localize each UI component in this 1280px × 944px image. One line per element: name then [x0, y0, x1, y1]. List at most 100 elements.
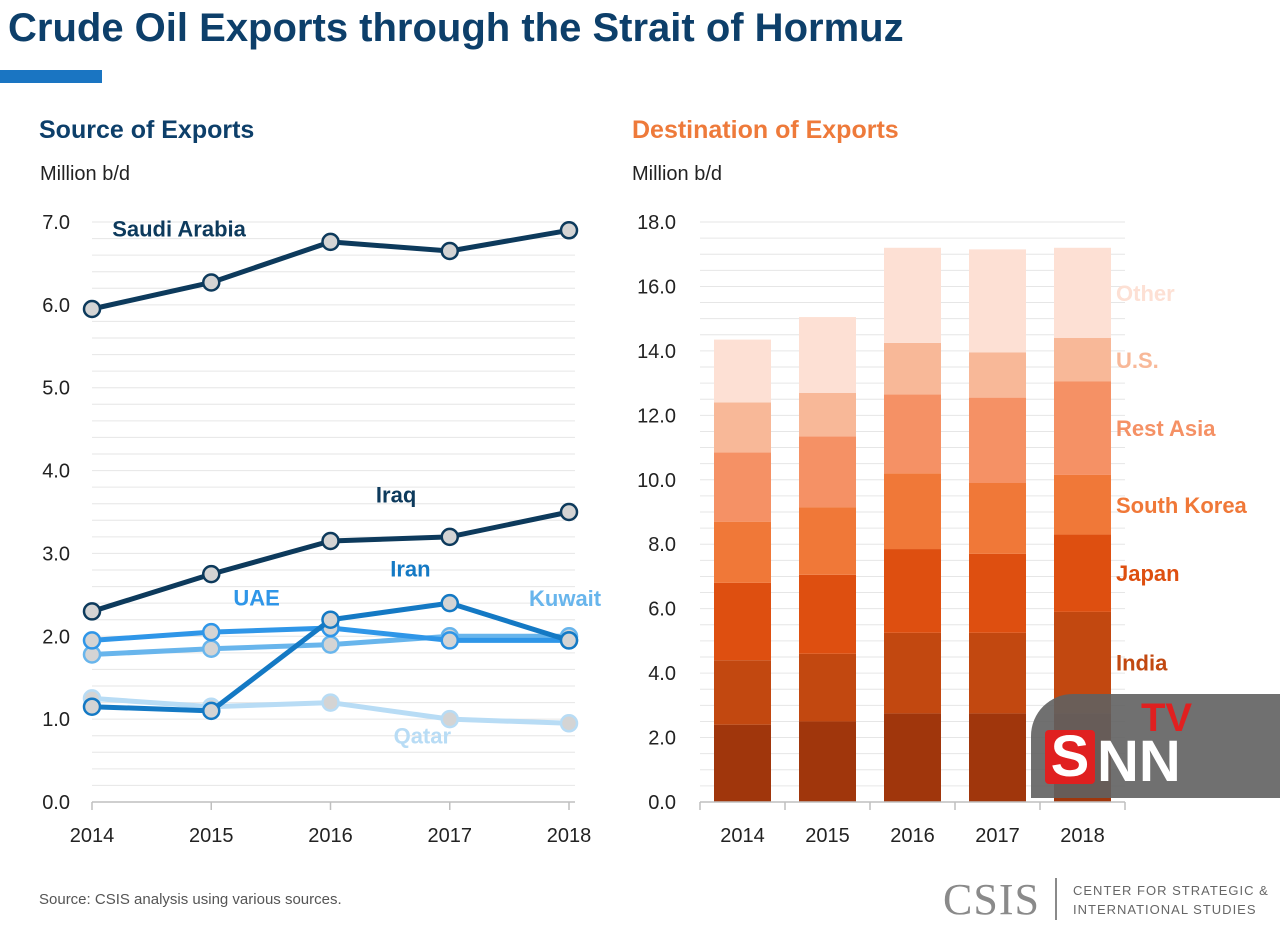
bar-segment-india [799, 653, 856, 722]
data-point-qatar [321, 693, 340, 712]
bar-segment-rest-asia [799, 436, 856, 508]
bar-segment-other [714, 339, 771, 403]
bar-segment-china [714, 724, 771, 802]
x-tick-label: 2018 [547, 825, 592, 847]
data-point-saudi-arabia [82, 299, 102, 319]
source-line-chart: 0.0 1.0 2.0 3.0 4.0 5.0 6.0 7.0 2014 2015 2016 2017… [42, 212, 602, 847]
bar-segment-india [884, 632, 941, 714]
bar-segment-rest-asia [884, 394, 941, 474]
y-tick-label: 1.0 [42, 709, 70, 731]
y-tick-label: 16.0 [637, 276, 676, 298]
bar-segment-other [1054, 247, 1111, 338]
data-point-iraq [202, 564, 221, 584]
y-tick-label: 7.0 [42, 212, 70, 234]
x-tick-label: 2018 [1060, 825, 1105, 847]
logo-line-1: CENTER FOR STRATEGIC & [1073, 883, 1269, 898]
watermark-tv: TV [1141, 696, 1193, 740]
bar-segment-rest-asia [714, 452, 771, 522]
series-label-uae: UAE [233, 586, 279, 611]
y-tick-label: 4.0 [42, 461, 70, 483]
x-tick-label: 2017 [975, 825, 1020, 847]
bar-segment-other [969, 249, 1026, 353]
data-point-iran [440, 593, 459, 613]
watermark-s: S [1045, 728, 1095, 786]
bar-segment-japan [1054, 534, 1111, 612]
segment-label-other: Other [1116, 281, 1175, 306]
source-note: Source: CSIS analysis using various sour… [39, 891, 342, 908]
data-point-iran [202, 701, 221, 721]
data-point-qatar [440, 709, 459, 729]
data-point-saudi-arabia [321, 232, 340, 252]
data-point-iraq [440, 527, 459, 547]
data-point-iran [82, 697, 102, 716]
x-tick-label: 2017 [428, 825, 473, 847]
segment-label-india: India [1116, 651, 1168, 676]
logo-line-2: INTERNATIONAL STUDIES [1073, 902, 1257, 917]
y-tick-label: 8.0 [648, 534, 676, 556]
destination-chart-title: Destination of Exports [632, 116, 899, 144]
data-point-uae [440, 631, 459, 650]
y-tick-label: 3.0 [42, 543, 70, 565]
bar-segment-india [969, 632, 1026, 714]
y-tick-label: 4.0 [648, 663, 676, 685]
data-point-saudi-arabia [559, 221, 579, 240]
bar-segment-rest-asia [1054, 381, 1111, 475]
data-point-qatar [559, 714, 579, 733]
bar-segment-south-korea [714, 521, 771, 583]
y-tick-label: 12.0 [637, 405, 676, 427]
bar-segment-japan [714, 582, 771, 661]
bar-segment-china [884, 713, 941, 802]
data-point-iran [559, 631, 579, 650]
bar-segment-japan [969, 553, 1026, 633]
y-tick-label: 5.0 [42, 378, 70, 400]
bar-segment-japan [884, 549, 941, 633]
series-label-iran: Iran [390, 557, 430, 582]
x-tick-label: 2015 [805, 825, 850, 847]
y-tick-label: 0.0 [648, 792, 676, 814]
segment-label-japan: Japan [1116, 561, 1180, 586]
data-point-saudi-arabia [440, 241, 459, 261]
data-point-uae [82, 631, 102, 650]
data-point-iraq [321, 531, 340, 551]
source-chart-unit: Million b/d [40, 163, 131, 185]
x-tick-label: 2014 [720, 825, 765, 847]
series-label-qatar: Qatar [394, 724, 452, 749]
x-tick-label: 2015 [189, 825, 234, 847]
bar-segment-south-korea [969, 483, 1026, 554]
x-tick-label: 2014 [70, 825, 115, 847]
bar-segment-japan [799, 574, 856, 654]
bar-segment-u-s [714, 402, 771, 453]
data-point-iran [321, 610, 340, 629]
data-point-uae [202, 622, 221, 642]
segment-label-south-korea: South Korea [1116, 493, 1248, 518]
y-tick-label: 0.0 [42, 792, 70, 814]
page-title: Crude Oil Exports through the Strait of … [8, 6, 904, 50]
bar-segment-rest-asia [969, 397, 1026, 483]
y-tick-label: 6.0 [42, 295, 70, 317]
x-tick-label: 2016 [890, 825, 935, 847]
bar-segment-u-s [884, 342, 941, 395]
series-label-kuwait: Kuwait [529, 586, 602, 611]
y-tick-label: 10.0 [637, 470, 676, 492]
bar-segment-u-s [799, 392, 856, 437]
bar-segment-u-s [1054, 338, 1111, 382]
logo-wordmark: CSIS [943, 875, 1040, 924]
bar-segment-india [714, 660, 771, 725]
bar-segment-south-korea [884, 473, 941, 550]
csis-logo: CSIS CENTER FOR STRATEGIC & INTERNATIONA… [943, 872, 1273, 928]
snn-tv-watermark: TV S NN [1031, 694, 1280, 798]
bar-segment-other [884, 247, 941, 343]
source-chart-title: Source of Exports [39, 116, 255, 144]
series-label-iraq: Iraq [376, 482, 416, 507]
logo-divider [1055, 878, 1057, 920]
y-tick-label: 14.0 [637, 341, 676, 363]
segment-label-u-s: U.S. [1116, 348, 1159, 373]
y-tick-label: 2.0 [42, 626, 70, 648]
title-accent-bar [0, 70, 102, 83]
y-tick-label: 18.0 [637, 212, 676, 234]
series-label-saudi-arabia: Saudi Arabia [112, 216, 246, 241]
bar-segment-china [969, 713, 1026, 802]
data-point-iraq [82, 602, 102, 621]
destination-chart-unit: Million b/d [632, 163, 723, 185]
bar-segment-south-korea [799, 507, 856, 575]
